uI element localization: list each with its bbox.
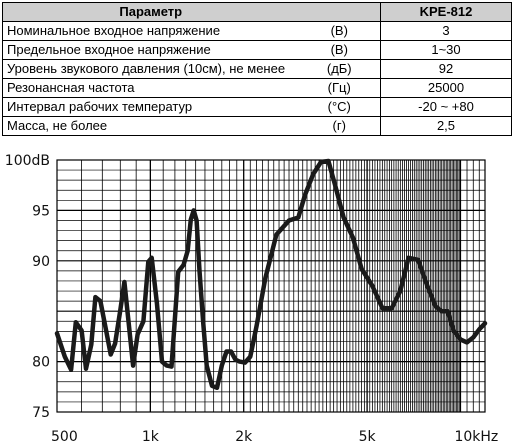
y-tick-label: 75	[32, 405, 50, 421]
row-unit: (B)	[298, 40, 381, 60]
spec-table: Параметр KPE-812 Номинальное входное нап…	[2, 2, 512, 136]
row-value: 2,5	[380, 116, 512, 136]
row-name: Интервал рабочих температур	[2, 97, 299, 117]
row-value: 3	[380, 21, 512, 41]
y-tick-label: 80	[32, 355, 50, 371]
row-value: 25000	[380, 78, 512, 98]
table-row: Предельное входное напряжение (B) 1~30	[2, 40, 512, 60]
x-tick-label: 2k	[235, 429, 253, 443]
row-name: Резонансная частота	[2, 78, 299, 98]
row-name: Масса, не более	[2, 116, 299, 136]
row-value: -20 ~ +80	[380, 97, 512, 117]
x-tick-label: 10kHz	[454, 429, 498, 443]
table-row: Уровень звукового давления (10см), не ме…	[2, 59, 512, 79]
table-row: Номинальное входное напряжение (B) 3	[2, 21, 512, 41]
y-tick-label: 90	[32, 254, 50, 270]
header-unit-spacer	[298, 2, 381, 22]
x-tick-label: 5k	[359, 429, 377, 443]
y-axis-labels: 100dB 95 90 80 75	[5, 153, 50, 421]
y-tick-label: 95	[32, 203, 50, 219]
grid-vertical	[81, 160, 480, 412]
x-axis-labels: 500 1k 2k 5k 10kHz	[51, 429, 498, 443]
y-tick-label: 100dB	[5, 153, 50, 169]
row-unit: (дБ)	[298, 59, 381, 79]
plot-area	[56, 159, 486, 413]
row-unit: (Гц)	[298, 78, 381, 98]
row-name: Номинальное входное напряжение	[2, 21, 299, 41]
x-tick-label: 1k	[142, 429, 160, 443]
row-value: 1~30	[380, 40, 512, 60]
row-name: Предельное входное напряжение	[2, 40, 299, 60]
table-row: Резонансная частота (Гц) 25000	[2, 78, 512, 98]
frequency-response-chart: 100dB 95 90 80 75 500 1k 2k 5k 10kHz	[5, 153, 498, 443]
response-curve	[54, 158, 488, 391]
row-name: Уровень звукового давления (10см), не ме…	[2, 59, 299, 79]
table-header-row: Параметр KPE-812	[2, 2, 512, 22]
row-unit: (°C)	[298, 97, 381, 117]
header-param: Параметр	[2, 2, 299, 22]
header-model: KPE-812	[380, 2, 512, 22]
grid-horizontal	[57, 169, 485, 403]
x-tick-label: 500	[51, 429, 78, 443]
table-row: Масса, не более (г) 2,5	[2, 116, 512, 136]
row-value: 92	[380, 59, 512, 79]
row-unit: (г)	[298, 116, 381, 136]
table-row: Интервал рабочих температур (°C) -20 ~ +…	[2, 97, 512, 117]
row-unit: (B)	[298, 21, 381, 41]
